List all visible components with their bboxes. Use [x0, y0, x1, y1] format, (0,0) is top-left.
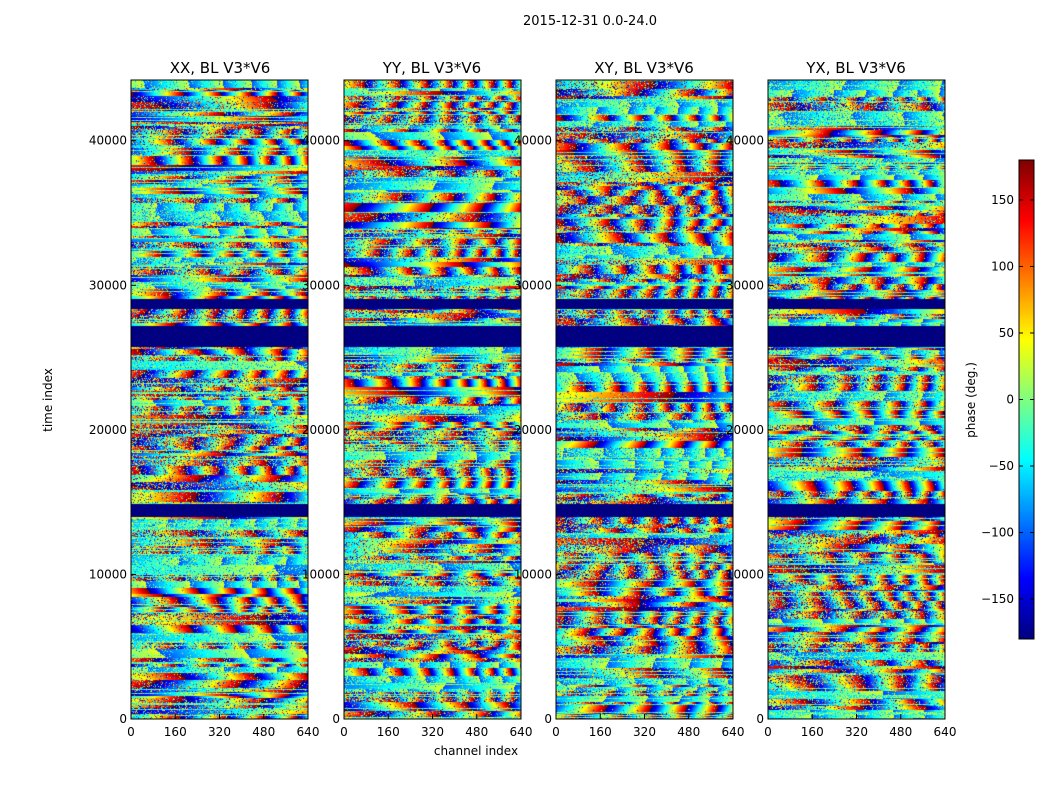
y-tick-label-1-2: 20000 — [302, 423, 340, 437]
panel-2: 0 160 320 480 640 0 10000 20000 30000 40000 — [514, 79, 745, 739]
x-tick-label-2-0: 0 — [552, 725, 560, 739]
heatmap-image-1 — [344, 80, 521, 719]
panel-0: 0 160 320 480 640 0 10000 20000 30000 40000 — [89, 79, 320, 739]
colorbar-tick-label-2: −50 — [989, 459, 1014, 473]
panel-1: 0 160 320 480 640 0 10000 20000 30000 40000 — [302, 79, 533, 739]
colorbar-gradient — [1019, 160, 1034, 639]
y-tick-label-3-1: 10000 — [726, 567, 764, 581]
panel-title-1: YY, BL V3*V6 — [382, 59, 482, 77]
x-tick-label-1-0: 0 — [340, 725, 348, 739]
y-tick-label-1-3: 30000 — [302, 278, 340, 292]
y-tick-label-2-2: 20000 — [514, 423, 552, 437]
x-tick-label-3-2: 320 — [845, 725, 868, 739]
x-tick-label-0-2: 320 — [208, 725, 231, 739]
x-tick-label-1-1: 160 — [377, 725, 400, 739]
y-tick-label-0-4: 40000 — [89, 134, 127, 148]
colorbar-label: phase (deg.) — [964, 362, 978, 438]
x-tick-label-2-3: 480 — [677, 725, 700, 739]
x-tick-label-1-3: 480 — [465, 725, 488, 739]
x-tick-label-0-3: 480 — [252, 725, 275, 739]
colorbar-tick-label-1: −100 — [981, 526, 1014, 540]
y-tick-label-1-1: 10000 — [302, 567, 340, 581]
x-tick-label-1-4: 640 — [510, 725, 533, 739]
panel-3: 0 160 320 480 640 0 10000 20000 30000 40000 — [726, 79, 957, 739]
x-tick-label-2-1: 160 — [589, 725, 612, 739]
colorbar-tick-label-5: 100 — [991, 259, 1014, 273]
panel-title-0: XX, BL V3*V6 — [169, 59, 271, 77]
y-tick-label-3-0: 0 — [756, 712, 764, 726]
x-tick-label-1-2: 320 — [421, 725, 444, 739]
y-tick-label-1-4: 40000 — [302, 134, 340, 148]
x-tick-label-3-0: 0 — [764, 725, 772, 739]
panel-title-3: YX, BL V3*V6 — [806, 59, 906, 77]
y-tick-label-3-3: 30000 — [726, 278, 764, 292]
x-tick-label-3-3: 480 — [889, 725, 912, 739]
x-tick-label-0-0: 0 — [127, 725, 135, 739]
x-tick-label-2-2: 320 — [633, 725, 656, 739]
y-tick-label-3-4: 40000 — [726, 134, 764, 148]
colorbar-tick-label-0: −150 — [981, 592, 1014, 606]
x-tick-label-2-4: 640 — [722, 725, 745, 739]
heatmap-image-3 — [768, 80, 945, 719]
colorbar-tick-label-3: 0 — [1006, 393, 1014, 407]
colorbar: −150 −100 −50 0 50 100 150 — [981, 159, 1035, 640]
panel-title-2: XY, BL V3*V6 — [594, 59, 694, 77]
y-tick-label-0-1: 10000 — [89, 567, 127, 581]
colorbar-tick-label-4: 50 — [999, 326, 1014, 340]
y-tick-label-2-0: 0 — [544, 712, 552, 726]
y-axis-label: time index — [41, 368, 55, 432]
heatmap-image-0 — [131, 80, 308, 719]
x-tick-label-3-1: 160 — [801, 725, 824, 739]
colorbar-tick-label-6: 150 — [991, 193, 1014, 207]
x-tick-label-0-1: 160 — [164, 725, 187, 739]
y-tick-label-2-3: 30000 — [514, 278, 552, 292]
y-tick-label-0-3: 30000 — [89, 278, 127, 292]
y-tick-label-2-1: 10000 — [514, 567, 552, 581]
y-tick-label-0-0: 0 — [119, 712, 127, 726]
y-tick-label-0-2: 20000 — [89, 423, 127, 437]
x-tick-label-3-4: 640 — [934, 725, 957, 739]
figure-suptitle: 2015-12-31 0.0-24.0 — [523, 14, 657, 29]
y-tick-label-1-0: 0 — [332, 712, 340, 726]
heatmap-image-2 — [556, 80, 733, 719]
x-tick-label-0-4: 640 — [297, 725, 320, 739]
y-tick-label-2-4: 40000 — [514, 134, 552, 148]
y-tick-label-3-2: 20000 — [726, 423, 764, 437]
x-axis-label: channel index — [433, 744, 519, 758]
